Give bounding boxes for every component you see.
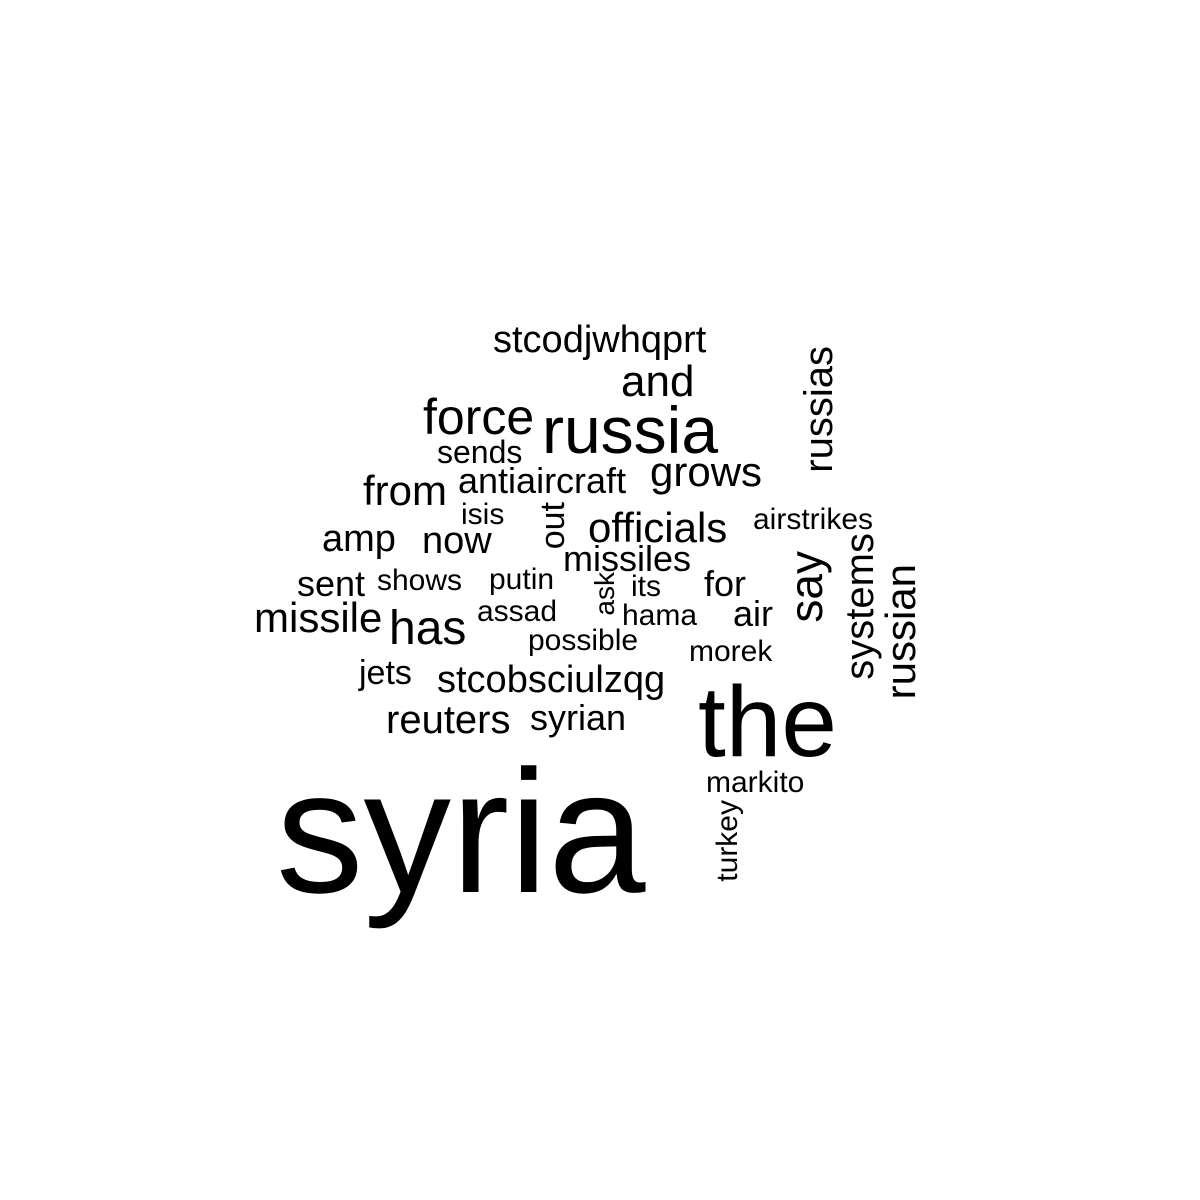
word-turkey: turkey [711,800,744,882]
word-possible: possible [528,624,639,657]
word-has: has [389,602,467,655]
word-russia: russia [542,393,719,467]
word-syria: syria [276,735,646,930]
word-stcobsciulzqg: stcobsciulzqg [437,659,666,701]
word-for: for [704,563,747,604]
word-antiaircraft: antiaircraft [458,460,627,501]
word-its: its [631,570,661,603]
word-morek: morek [689,635,773,668]
word-syrian: syrian [530,697,627,738]
word-amp: amp [322,518,396,560]
word-officials: officials [588,504,728,551]
word-sent: sent [297,563,366,604]
word-missile: missile [254,594,383,641]
word-the: the [698,666,838,778]
word-force: force [423,389,535,445]
word-russian: russian [877,564,924,700]
word-markito: markito [706,766,805,799]
word-stcodjwhqprt: stcodjwhqprt [493,319,707,361]
word-hama: hama [622,599,698,632]
word-shows: shows [377,564,463,597]
word-now: now [422,520,492,562]
word-air: air [733,593,774,634]
word-assad: assad [477,595,558,628]
word-from: from [363,467,447,514]
word-grows: grows [650,448,763,495]
word-ask: ask [589,572,620,616]
word-jets: jets [359,654,412,692]
word-isis: isis [461,498,505,531]
word-russias: russias [797,346,841,473]
word-and: and [621,357,695,406]
word-missiles: missiles [563,538,692,579]
word-say: say [780,551,832,623]
word-reuters: reuters [386,698,511,742]
word-systems: systems [838,533,882,680]
word-airstrikes: airstrikes [753,503,874,536]
word-putin: putin [489,563,555,596]
word-sends: sends [437,434,523,470]
